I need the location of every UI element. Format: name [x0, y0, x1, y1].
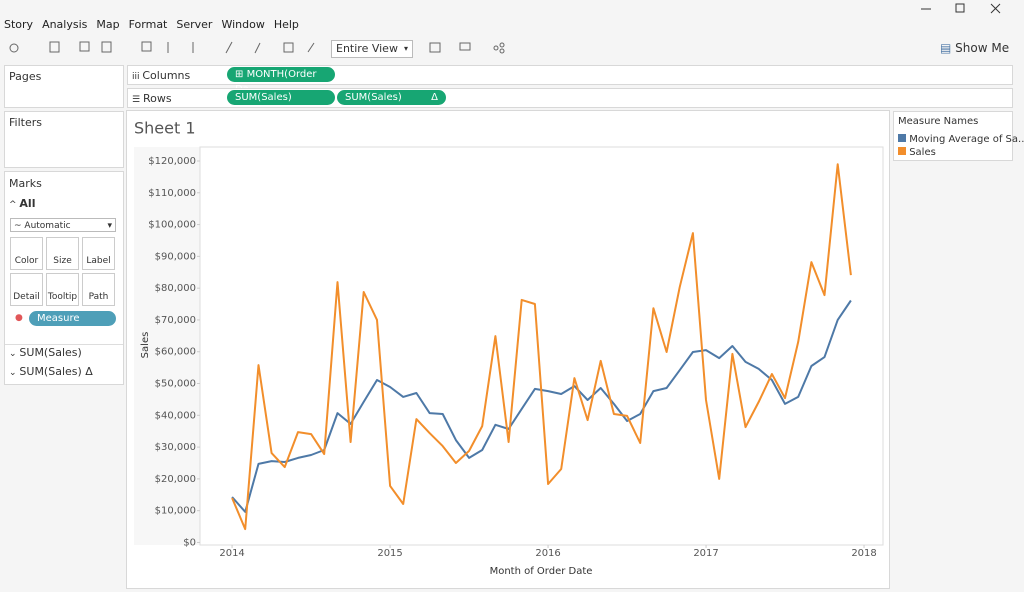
- y-tick-label: $40,000: [155, 410, 196, 421]
- label-card[interactable]: Label: [82, 237, 115, 270]
- mark-type: Automatic: [24, 221, 71, 231]
- path-card[interactable]: Path: [82, 273, 115, 306]
- filters-card: Filters: [4, 111, 124, 168]
- marks-title: Marks: [9, 177, 42, 190]
- tooltip-card[interactable]: Tooltip: [46, 273, 79, 306]
- pages-title: Pages: [9, 70, 42, 83]
- color-icon: ●: [15, 313, 23, 323]
- measure-names-pill[interactable]: Measure Names: [29, 311, 116, 339]
- card-label: Size: [53, 256, 72, 266]
- y-tick-label: $30,000: [155, 442, 196, 453]
- show-me-label: Show Me: [955, 41, 1010, 55]
- x-tick-label: 2018: [851, 548, 876, 559]
- series-line: [231, 163, 852, 531]
- x-tick-label: 2014: [219, 548, 244, 559]
- y-tick-label: $120,000: [148, 156, 196, 167]
- rows-pill[interactable]: SUM(Sales): [227, 90, 335, 105]
- menu-item[interactable]: Format: [128, 18, 168, 31]
- y-tick-label: $90,000: [155, 251, 196, 262]
- menu-item[interactable]: Help: [273, 18, 299, 31]
- legend-swatch: [898, 147, 906, 155]
- y-axis-title: Sales: [140, 332, 151, 359]
- measure-item[interactable]: ⌄ SUM(Sales): [9, 346, 82, 359]
- card-label: Path: [88, 292, 109, 302]
- card-label: Tooltip: [47, 292, 78, 302]
- y-tick-label: $0: [183, 537, 196, 548]
- y-tick-label: $100,000: [148, 220, 196, 231]
- x-axis-title: Month of Order Date: [490, 566, 593, 577]
- x-tick-label: 2017: [693, 548, 718, 559]
- delta-icon: Δ: [431, 92, 438, 103]
- delta-icon: Δ: [85, 365, 93, 378]
- legend-label: Sales: [909, 147, 936, 158]
- columns-pill[interactable]: ⊞ MONTH(Order Da..: [227, 67, 335, 95]
- legend-swatch: [898, 134, 906, 142]
- columns-text: Columns: [142, 69, 191, 82]
- pages-card: Pages: [4, 65, 124, 108]
- pill-label: SUM(Sales): [345, 92, 402, 103]
- y-tick-label: $80,000: [155, 283, 196, 294]
- sheet: Sheet 1 Sales Month of Order Date $0 $10,…: [126, 110, 890, 589]
- fit-dropdown[interactable]: Entire View ▾: [331, 40, 413, 58]
- y-tick-label: $20,000: [155, 474, 196, 485]
- y-tick-label: $70,000: [155, 315, 196, 326]
- legend-label: Moving Average of Sa..: [909, 134, 1024, 145]
- menu-item[interactable]: Analysis: [42, 18, 88, 31]
- filters-title: Filters: [9, 116, 42, 129]
- color-card[interactable]: Color: [10, 237, 43, 270]
- y-tick-label: $60,000: [155, 347, 196, 358]
- menu-item[interactable]: Story: [4, 18, 34, 31]
- rows-shelf: ☰ Rows SUM(Sales) SUM(Sales) Δ: [127, 88, 1013, 108]
- y-tick-label: $110,000: [148, 188, 196, 199]
- measure-item[interactable]: ⌄ SUM(Sales) Δ: [9, 365, 93, 378]
- x-tick-label: 2016: [535, 548, 560, 559]
- legend-entry[interactable]: Moving Average of Sa..: [898, 134, 1024, 145]
- columns-shelf: iii Columns ⊞ MONTH(Order Da..: [127, 65, 1013, 95]
- sheet-title: Sheet 1: [134, 119, 196, 138]
- size-card[interactable]: Size: [46, 237, 79, 270]
- divider: [5, 344, 123, 345]
- mark-type-dropdown[interactable]: ~ Automatic ▾: [10, 218, 116, 232]
- legend-title: Measure Names: [898, 116, 979, 127]
- rows-text: Rows: [142, 92, 172, 105]
- measure-label: SUM(Sales): [19, 365, 82, 378]
- card-label: Label: [86, 256, 111, 266]
- menu-bar: Story Analysis Map Format Server Window …: [4, 18, 299, 31]
- marks-all[interactable]: ^ All: [9, 197, 36, 210]
- y-tick-label: $50,000: [155, 379, 196, 390]
- measure-label: SUM(Sales): [19, 346, 82, 359]
- card-label: Color: [14, 256, 39, 266]
- window-controls[interactable]: [915, 0, 1015, 18]
- plot-area: [199, 146, 884, 546]
- rows-pill[interactable]: SUM(Sales) Δ: [337, 90, 446, 105]
- menu-item[interactable]: Server: [176, 18, 213, 31]
- show-me-button[interactable]: ▤ Show Me: [940, 41, 1010, 55]
- legend-entry[interactable]: Sales: [898, 147, 936, 158]
- y-tick-label: $10,000: [155, 506, 196, 517]
- marks-card: Marks ^ All ~ Automatic ▾ Color Size Labe…: [4, 171, 124, 385]
- menu-item[interactable]: Map: [96, 18, 120, 31]
- columns-label: iii Columns: [132, 69, 191, 82]
- fit-value: Entire View: [336, 42, 398, 55]
- legend: Measure Names Moving Average of Sa.. Sal…: [893, 111, 1024, 161]
- menu-item[interactable]: Window: [221, 18, 265, 31]
- toolbar-icons[interactable]: [0, 36, 520, 60]
- card-label: Detail: [13, 292, 40, 302]
- marks-all-label: All: [19, 197, 36, 210]
- detail-card[interactable]: Detail: [10, 273, 43, 306]
- x-tick-label: 2015: [377, 548, 402, 559]
- rows-label: ☰ Rows: [132, 92, 172, 105]
